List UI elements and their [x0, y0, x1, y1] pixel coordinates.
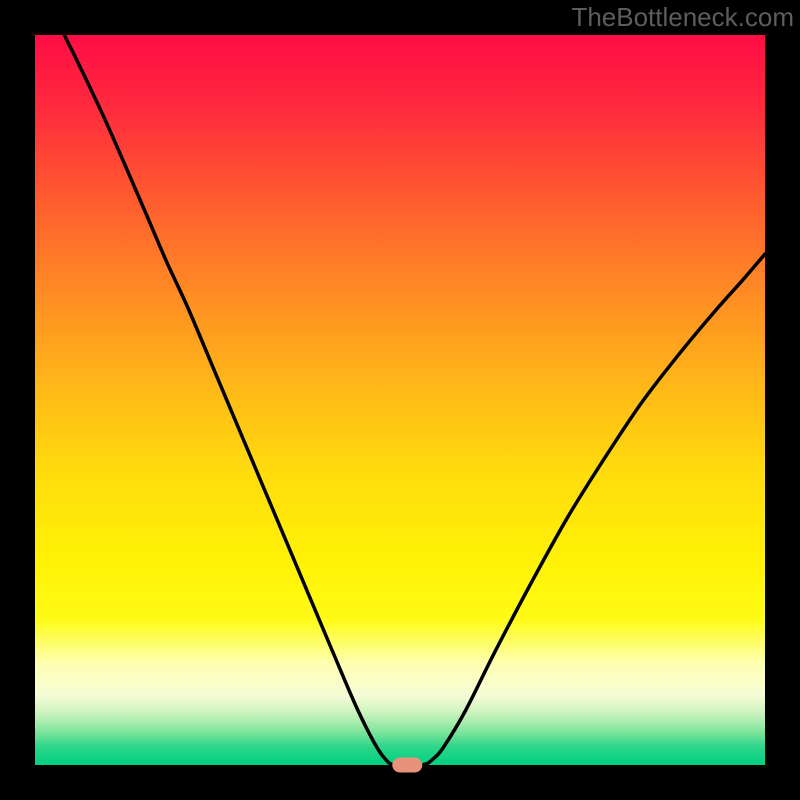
- bottleneck-chart-svg: [0, 0, 800, 800]
- chart-stage: TheBottleneck.com: [0, 0, 800, 800]
- optimal-point-marker: [392, 758, 422, 773]
- plot-gradient-background: [35, 35, 765, 765]
